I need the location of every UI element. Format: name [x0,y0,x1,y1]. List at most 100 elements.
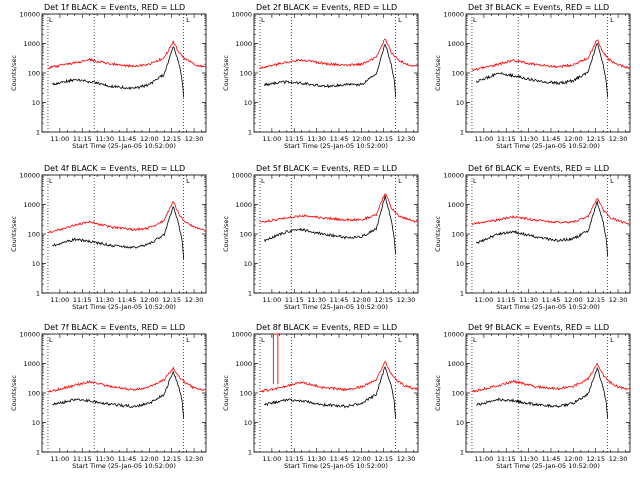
x-tick-label: 11:15 [73,296,92,304]
x-tick-label: 11:30 [95,135,114,143]
x-tick-label: 12:00 [352,135,371,143]
y-axis-title: Counts/sec [222,216,230,252]
y-tick-label: 1 [248,290,252,298]
x-tick-label: 11:45 [542,296,561,304]
x-tick-label: 12:30 [609,135,628,143]
panel-title: Det 5f BLACK = Events, RED = LLD [256,164,397,173]
events-series-line [476,199,608,257]
x-tick-label: 11:45 [330,135,349,143]
x-tick-label: 12:15 [586,296,605,304]
y-tick-label: 10000 [443,172,464,180]
lld-marker-label: L [186,16,190,24]
y-tick-label: 1 [36,290,40,298]
panel-det-4: Det 4f BLACK = Events, RED = LLD 1 10 100 10… [10,164,207,311]
lld-marker-label: L [473,336,477,344]
lld-series-line [47,201,207,234]
x-axis-title: Start Time (25-Jan-05 10:52:00) [284,142,388,150]
y-tick-label: 10000 [19,331,40,339]
lld-marker-label: L [186,336,190,344]
x-tick-label: 12:30 [609,296,628,304]
x-tick-label: 12:00 [352,296,371,304]
y-tick-label: 1000 [235,40,252,48]
y-axis-title: Counts/sec [434,375,442,411]
x-tick-label: 12:30 [185,135,204,143]
lld-marker-label: L [49,16,53,24]
y-tick-label: 100 [240,231,252,239]
y-tick-label: 10 [456,260,464,268]
lld-marker-label: L [473,177,477,185]
plot-frame [41,174,207,294]
plot-frame [465,333,631,453]
x-tick-label: 11:45 [542,455,561,463]
x-tick-label: 11:30 [519,455,538,463]
y-tick-label: 10000 [19,172,40,180]
lld-series-line [259,38,419,70]
lld-series-line [471,39,631,72]
y-axis-title: Counts/sec [10,375,18,411]
lld-series-line [259,193,418,223]
y-tick-label: 1 [460,449,464,457]
lld-series-line [471,197,631,225]
y-axis-title: Counts/sec [10,55,18,91]
plot-frame [41,13,207,133]
y-tick-label: 1000 [447,360,464,368]
y-axis-title: Counts/sec [434,216,442,252]
panel-title: Det 6f BLACK = Events, RED = LLD [468,164,609,173]
x-tick-label: 11:45 [330,296,349,304]
x-tick-label: 12:15 [374,296,393,304]
plot-frame [253,13,419,133]
x-tick-label: 11:15 [73,135,92,143]
panel-title: Det 7f BLACK = Events, RED = LLD [44,323,185,332]
lld-marker-label: L [398,177,402,185]
x-tick-label: 12:00 [140,135,159,143]
x-tick-label: 11:15 [285,296,304,304]
y-tick-label: 1000 [23,40,40,48]
panel-title: Det 9f BLACK = Events, RED = LLD [468,323,609,332]
x-tick-label: 11:15 [285,455,304,463]
x-tick-label: 11:45 [330,455,349,463]
y-tick-label: 100 [28,70,40,78]
x-tick-label: 11:30 [95,296,114,304]
lld-marker-label: L [610,16,614,24]
y-tick-label: 10 [456,419,464,427]
x-tick-label: 11:45 [118,296,137,304]
lld-marker-label: L [610,177,614,185]
x-tick-label: 11:00 [51,296,70,304]
lld-spike [272,333,279,385]
x-tick-label: 12:30 [397,135,416,143]
x-tick-label: 11:30 [307,296,326,304]
y-tick-label: 1 [248,129,252,137]
x-tick-label: 11:00 [475,455,494,463]
x-axis-title: Start Time (25-Jan-05 10:52:00) [72,303,176,311]
plot-frame [465,13,631,133]
x-tick-label: 12:00 [140,296,159,304]
y-tick-label: 10 [456,99,464,107]
y-tick-label: 10 [244,99,252,107]
x-tick-label: 11:00 [475,296,494,304]
panel-det-6: Det 6f BLACK = Events, RED = LLD 1 10 100 10… [434,164,631,311]
lld-marker-label: L [398,16,402,24]
x-tick-label: 11:00 [263,455,282,463]
y-tick-label: 10 [244,419,252,427]
x-tick-label: 12:00 [352,455,371,463]
y-tick-label: 1 [248,449,252,457]
x-tick-label: 12:15 [586,455,605,463]
y-tick-label: 10 [32,99,40,107]
lld-marker-label: L [473,16,477,24]
lld-marker-label: L [398,336,402,344]
panel-title: Det 2f BLACK = Events, RED = LLD [256,3,397,12]
x-tick-label: 11:00 [263,135,282,143]
y-tick-label: 100 [452,390,464,398]
x-axis-title: Start Time (25-Jan-05 10:52:00) [496,142,600,150]
y-tick-label: 100 [240,390,252,398]
y-tick-label: 10000 [443,11,464,19]
y-tick-label: 100 [28,231,40,239]
y-tick-label: 1000 [235,201,252,209]
panel-det-7: Det 7f BLACK = Events, RED = LLD 1 10 100 10… [10,323,207,470]
x-tick-label: 12:30 [185,455,204,463]
events-series-line [264,366,396,419]
lld-series-line [47,366,207,393]
y-tick-label: 1000 [23,201,40,209]
lld-series-line [47,40,207,70]
